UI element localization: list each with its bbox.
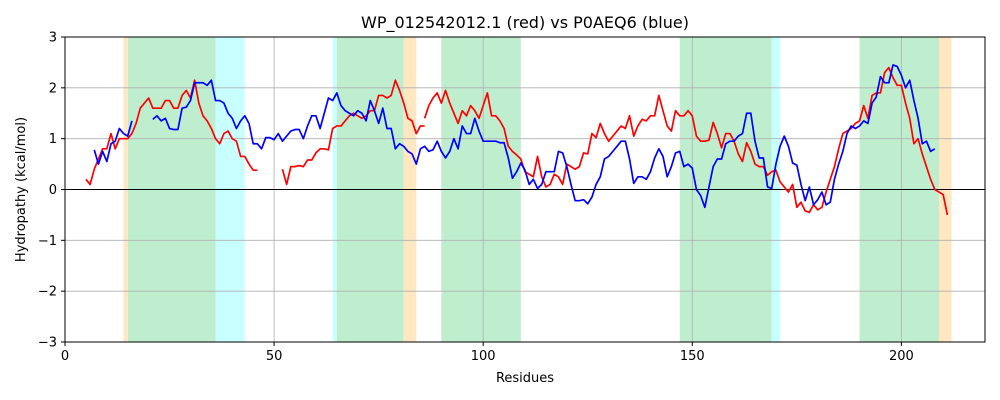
x-tick-label: 0 — [61, 349, 69, 364]
x-tick-label: 200 — [889, 349, 914, 364]
series-layer — [85, 64, 949, 216]
y-axis: −3 −2 −1 0 1 2 3 — [38, 31, 65, 351]
series-line-WP_012542012.1 — [423, 66, 949, 216]
series-line-WP_012542012.1 — [281, 79, 425, 186]
y-tick-label: 2 — [49, 81, 57, 96]
y-tick-label: 3 — [49, 31, 57, 46]
y-tick-label: 1 — [49, 132, 57, 147]
y-tick-label: −1 — [38, 234, 57, 249]
x-axis-label: Residues — [496, 371, 554, 386]
y-tick-label: 0 — [49, 183, 57, 198]
x-tick-label: 50 — [266, 349, 283, 364]
series-P0AEQ6 — [93, 64, 936, 209]
x-tick-label: 100 — [471, 349, 496, 364]
y-axis-label: Hydropathy (kcal/mol) — [14, 117, 29, 262]
x-tick-label: 150 — [680, 349, 705, 364]
series-line-WP_012542012.1 — [85, 79, 258, 186]
y-tick-label: −2 — [38, 285, 57, 300]
y-tick-label: −3 — [38, 336, 57, 351]
series-line-P0AEQ6 — [152, 64, 936, 209]
x-axis: 0 50 100 150 200 — [61, 342, 914, 364]
series-WP_012542012.1 — [85, 66, 949, 216]
chart-title: WP_012542012.1 (red) vs P0AEQ6 (blue) — [361, 13, 689, 33]
series-line-P0AEQ6 — [93, 120, 133, 165]
